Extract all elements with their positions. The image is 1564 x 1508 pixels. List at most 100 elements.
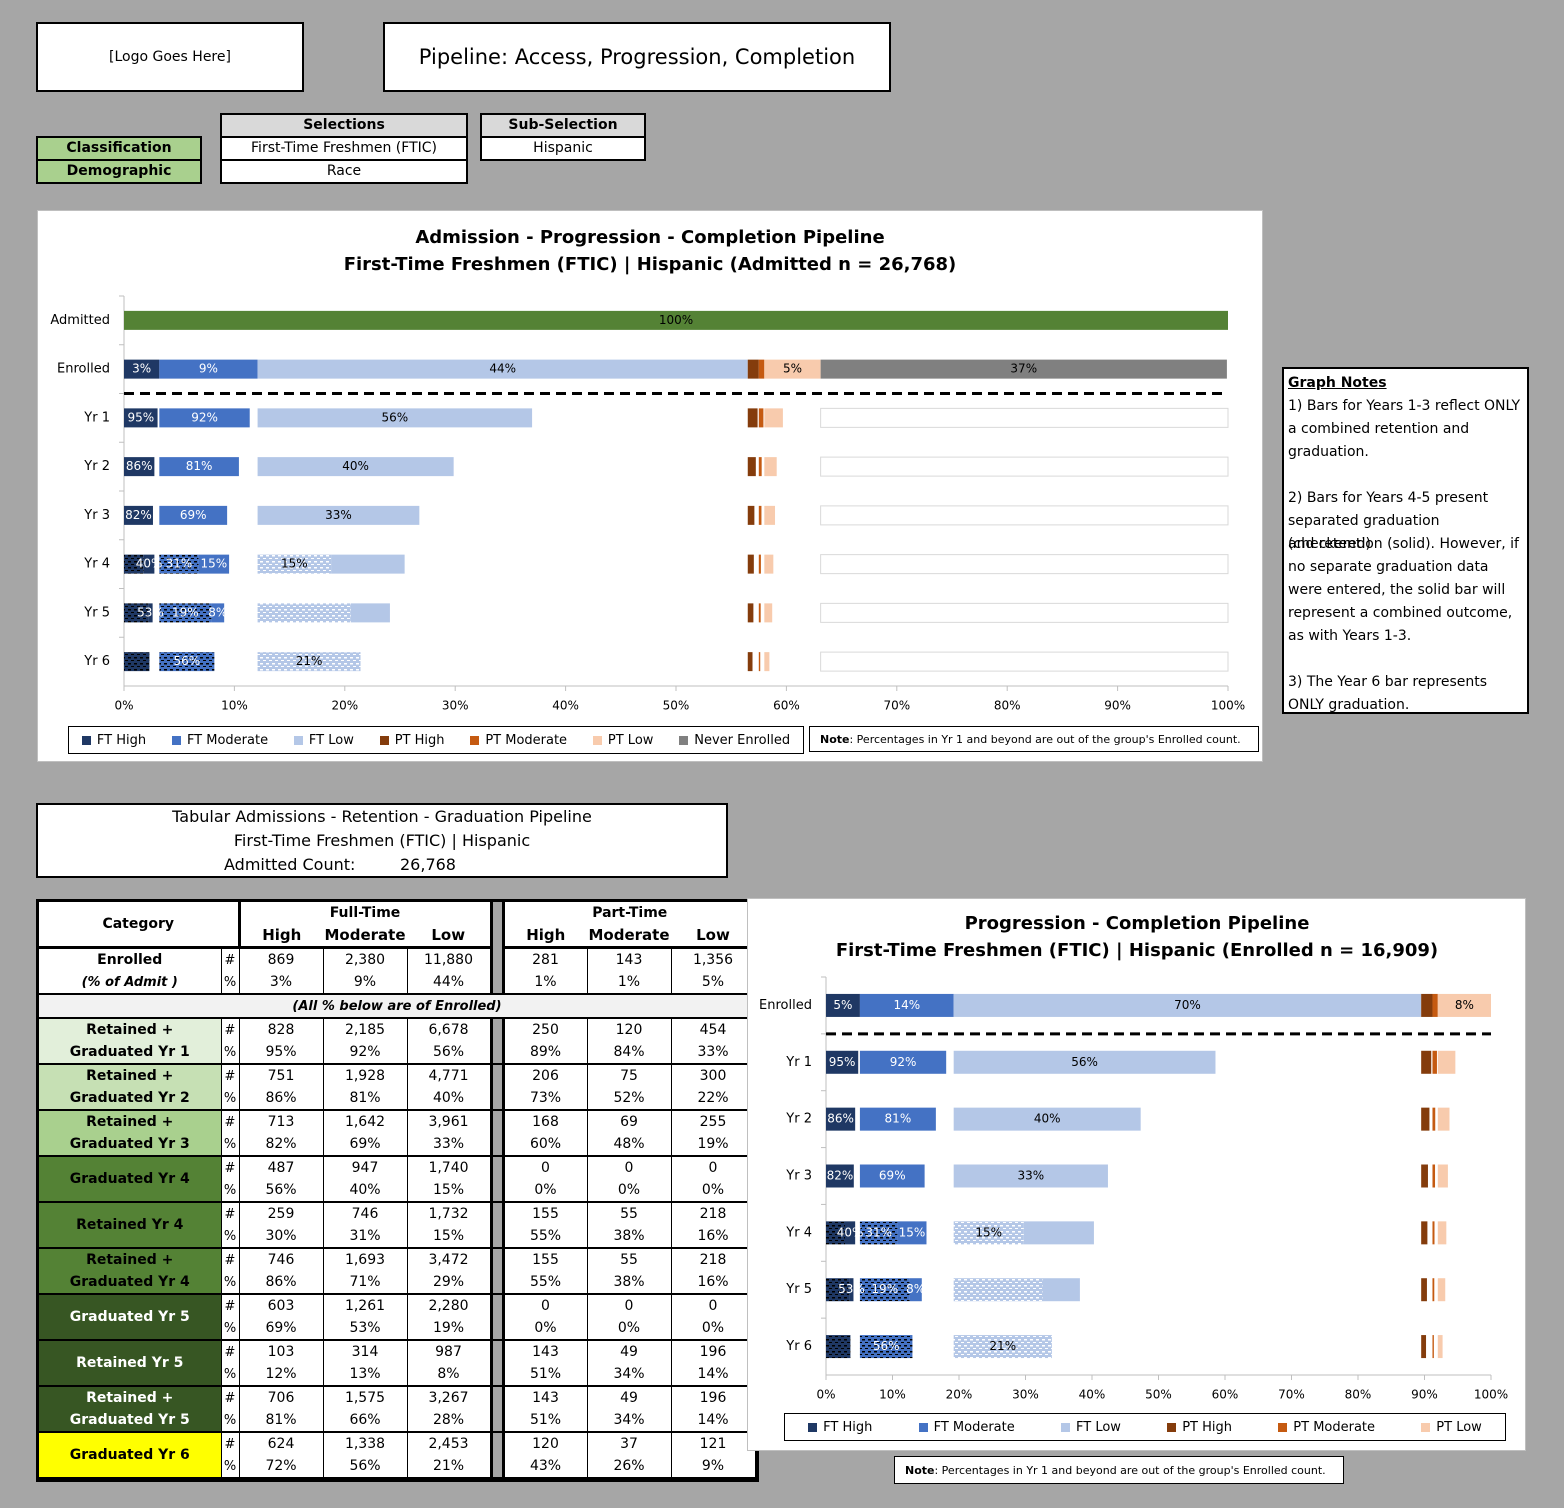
gap-cell xyxy=(489,1432,505,1455)
row-label: Retained Yr 5 xyxy=(39,1340,221,1387)
enrolled-label: 5% xyxy=(833,998,852,1012)
category-label: Yr 1 xyxy=(83,410,110,425)
year-label: 15% xyxy=(281,557,308,571)
year-ret-bar xyxy=(1437,1278,1446,1302)
year-ret-bar xyxy=(124,457,155,477)
x-tick-label: 50% xyxy=(663,699,690,713)
year-grad-bar xyxy=(159,554,199,574)
enrolled-label: 44% xyxy=(489,362,516,376)
graph-note-line: 1) Bars for Years 1-3 reflect ONLY xyxy=(1288,398,1521,414)
year-grad-bar xyxy=(124,603,149,623)
count-cell: 706 xyxy=(239,1386,324,1409)
legend-swatch xyxy=(808,1422,818,1432)
table-subtitle: First-Time Freshmen (FTIC) | Hispanic xyxy=(233,831,531,850)
count-cell: 987 xyxy=(435,1344,462,1360)
row-label-2: (% of Admit ) xyxy=(39,971,221,995)
subselection-header: Sub-Selection xyxy=(482,115,644,138)
year-ret-bar xyxy=(350,603,390,623)
count-cell: 6,678 xyxy=(428,1022,469,1038)
legend-label: PT Moderate xyxy=(1293,1419,1376,1435)
year-ret-bar xyxy=(1421,1164,1428,1188)
pct-cell: 16% xyxy=(671,1271,756,1295)
row-unit: % xyxy=(220,1317,240,1341)
category-label: Yr 2 xyxy=(785,1112,812,1127)
count-cell: 3,267 xyxy=(428,1390,469,1406)
count-cell: 2,453 xyxy=(428,1436,469,1452)
pct-cell: 60% xyxy=(503,1133,588,1157)
row-label: Retained + xyxy=(39,1248,221,1271)
x-tick-label: 10% xyxy=(879,1388,906,1402)
pct-cell: 73% xyxy=(503,1087,588,1111)
legend-label: FT Moderate xyxy=(933,1419,1015,1435)
enrolled-label: 70% xyxy=(1174,998,1201,1012)
year-grad-bar xyxy=(859,1278,910,1302)
legend-swatch xyxy=(592,735,602,745)
x-tick-label: 30% xyxy=(442,699,469,713)
legend-label: PT Moderate xyxy=(485,732,568,748)
year-ret-bar xyxy=(747,652,753,672)
progression-chart-panel: Progression - Completion Pipeline First-T… xyxy=(747,898,1526,1451)
year-grad-bar xyxy=(159,603,212,623)
pct-cell: 48% xyxy=(587,1133,672,1157)
year-ret-bar xyxy=(211,603,225,623)
row-unit: # xyxy=(220,1202,240,1225)
pct-cell: 51% xyxy=(503,1363,588,1387)
year-ret-bar xyxy=(331,554,405,574)
legend-item: PT High xyxy=(1167,1420,1232,1435)
pct-cell: 9% xyxy=(671,1455,756,1479)
legend-swatch xyxy=(470,735,480,745)
pct-cell: 0% xyxy=(503,1317,588,1341)
legend-item: FT Moderate xyxy=(918,1419,1015,1435)
pct-cell: 56% xyxy=(239,1179,324,1203)
pct-cell: 12% xyxy=(239,1363,324,1387)
year-ret-bar xyxy=(897,1221,927,1245)
year-ret-bar xyxy=(1023,1221,1094,1245)
year-ret-bar xyxy=(909,1278,922,1302)
count-cell: 1,693 xyxy=(323,1248,408,1271)
year-grad-bar xyxy=(159,652,215,672)
count-cell: 0 xyxy=(671,1156,756,1179)
pct-cell: 5% xyxy=(671,971,756,995)
pct-cell: 0% xyxy=(587,1317,672,1341)
count-cell: 3,472 xyxy=(428,1252,469,1268)
enrolled-bar-pt-moderate xyxy=(758,359,765,379)
ft-subheader: High xyxy=(239,924,323,949)
year-label: 40% xyxy=(837,1225,864,1239)
legend-swatch xyxy=(171,735,181,745)
legend-label: FT Moderate xyxy=(186,732,269,748)
subselection-value[interactable]: Hispanic xyxy=(533,140,593,156)
pct-cell: 56% xyxy=(323,1455,408,1479)
admission-pipeline-chart: Admission - Progression - Completion Pip… xyxy=(50,227,1245,713)
count-cell: 3,961 xyxy=(428,1114,469,1130)
count-cell: 49 xyxy=(587,1386,672,1409)
gap-cell xyxy=(489,902,505,948)
pct-cell: 81% xyxy=(239,1409,324,1433)
year-label: 40% xyxy=(136,557,163,571)
legend-item: PT High xyxy=(379,733,444,748)
year-label: 56% xyxy=(174,654,201,668)
category-label: Admitted xyxy=(50,313,110,328)
year-ret-bar xyxy=(1432,1107,1436,1131)
pct-cell: 14% xyxy=(671,1409,756,1433)
year-ret-bar xyxy=(257,457,454,477)
pct-cell: 69% xyxy=(239,1317,324,1341)
demographic-value[interactable]: Race xyxy=(326,163,362,179)
legend-label: FT Low xyxy=(1076,1419,1121,1435)
gap-cell xyxy=(489,1455,505,1479)
gap-cell xyxy=(489,1317,505,1341)
year-label: 33% xyxy=(1017,1169,1044,1183)
year-ret-bar xyxy=(859,1050,947,1074)
row-unit: # xyxy=(220,1064,240,1087)
chart-subtitle: First-Time Freshmen (FTIC) | Hispanic (A… xyxy=(344,254,957,275)
pct-cell: 53% xyxy=(323,1317,408,1341)
x-tick-label: 50% xyxy=(1145,1388,1172,1402)
classification-value[interactable]: First-Time Freshmen (FTIC) xyxy=(222,138,466,161)
count-cell: 603 xyxy=(239,1294,324,1317)
category-label: Yr 4 xyxy=(785,1225,812,1240)
gap-cell xyxy=(489,1202,505,1225)
count-cell: 120 xyxy=(503,1432,588,1455)
year-label: 8% xyxy=(208,605,227,619)
graph-note-line: were entered, the solid bar will xyxy=(1288,582,1506,598)
count-cell: 143 xyxy=(587,947,672,971)
graph-note-line: a combined retention and xyxy=(1288,421,1470,437)
